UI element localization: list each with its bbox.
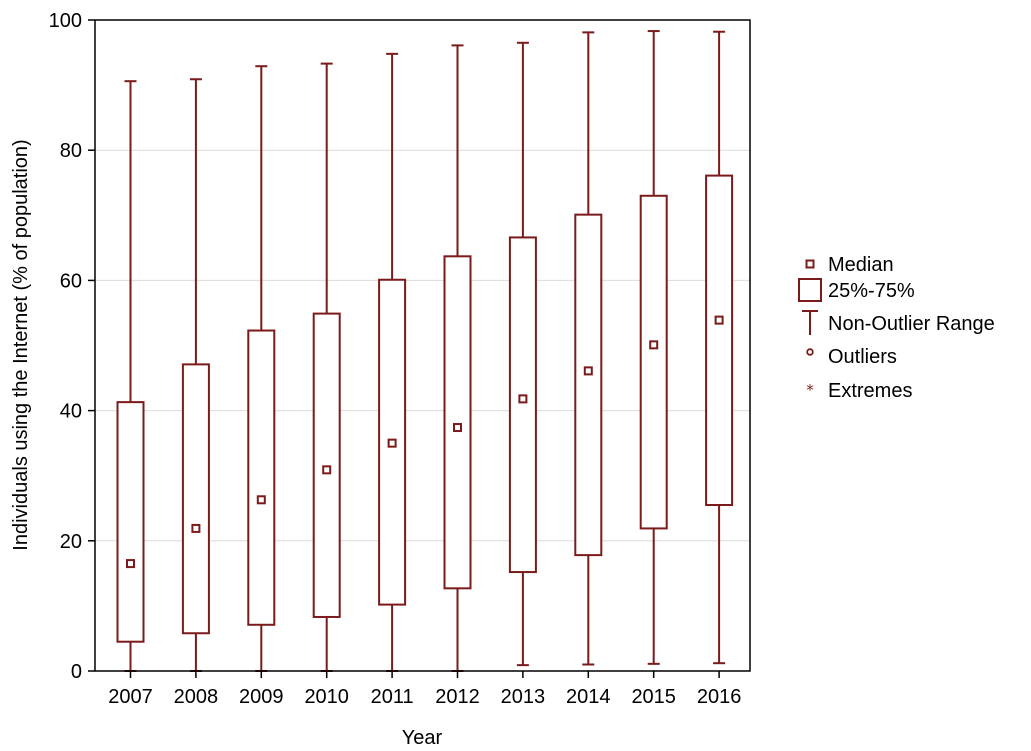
iqr-box [312,312,341,618]
x-tick-label: 2009 [239,686,284,708]
median-marker [191,523,201,533]
legend: Median 25%-75% Non-Outlier Range Outliers * E… [798,254,995,402]
iqr-box [574,213,603,557]
median-marker [714,315,724,325]
x-tick-label: 2015 [631,686,676,708]
median-marker [387,438,397,448]
box-series [116,30,734,672]
median-marker [453,423,462,433]
box-2016 [705,30,734,665]
legend-item-range: Non-Outlier Range [802,310,995,335]
x-tick-label: 2014 [566,686,611,708]
x-axis: 2007 2008 2009 2010 2011 2012 2013 2014 2015 2016 [108,671,741,708]
median-marker [126,559,135,569]
legend-label: Non-Outlier Range [828,313,995,335]
legend-label: 25%-75% [828,280,915,302]
box-2013 [508,41,537,667]
y-tick-label: 60 [60,270,82,292]
iqr-box [443,255,472,590]
box-legend-icon [798,278,822,302]
box-2009 [247,65,276,672]
box-2007 [116,80,145,672]
y-axis-label: Individuals using the Internet (% of pop… [10,139,32,550]
x-axis-label: Year [402,727,443,749]
median-marker [256,495,266,505]
outlier-legend-icon [806,348,814,356]
x-tick-label: 2011 [371,686,414,708]
x-tick-label: 2012 [435,686,480,708]
median-marker [649,340,659,350]
legend-label: Outliers [828,346,897,368]
legend-item-outliers: Outliers [806,346,897,368]
iqr-box [508,236,537,574]
legend-item-extremes: * Extremes [806,380,912,402]
y-tick-label: 20 [60,531,82,553]
iqr-box [705,174,734,506]
legend-label: Median [828,254,894,276]
x-tick-label: 2016 [697,686,742,708]
iqr-box [116,401,145,643]
x-tick-label: 2013 [501,686,546,708]
y-tick-label: 0 [71,661,82,683]
iqr-box [181,363,210,635]
plot-frame [94,19,751,672]
x-tick-label: 2007 [108,686,153,708]
legend-label: Extremes [828,380,912,402]
median-marker [322,465,332,475]
x-tick-label: 2008 [174,686,219,708]
box-2015 [639,30,668,665]
extreme-legend-icon: * [806,381,814,399]
y-tick-label: 80 [60,140,82,162]
median-marker [583,366,593,376]
box-2008 [181,78,210,672]
legend-item-box: 25%-75% [798,278,915,302]
iqr-box [247,329,276,626]
box-2012 [443,44,472,672]
legend-item-median: Median [805,254,894,276]
iqr-box [639,194,668,530]
box-2010 [312,62,341,672]
box-2014 [574,31,603,666]
x-tick-label: 2010 [304,686,349,708]
median-legend-icon [805,259,815,269]
y-axis: 0 20 40 60 80 100 [49,10,95,683]
median-marker [518,394,528,404]
y-tick-label: 40 [60,401,82,423]
y-tick-label: 100 [49,10,82,32]
box-2011 [378,52,407,672]
